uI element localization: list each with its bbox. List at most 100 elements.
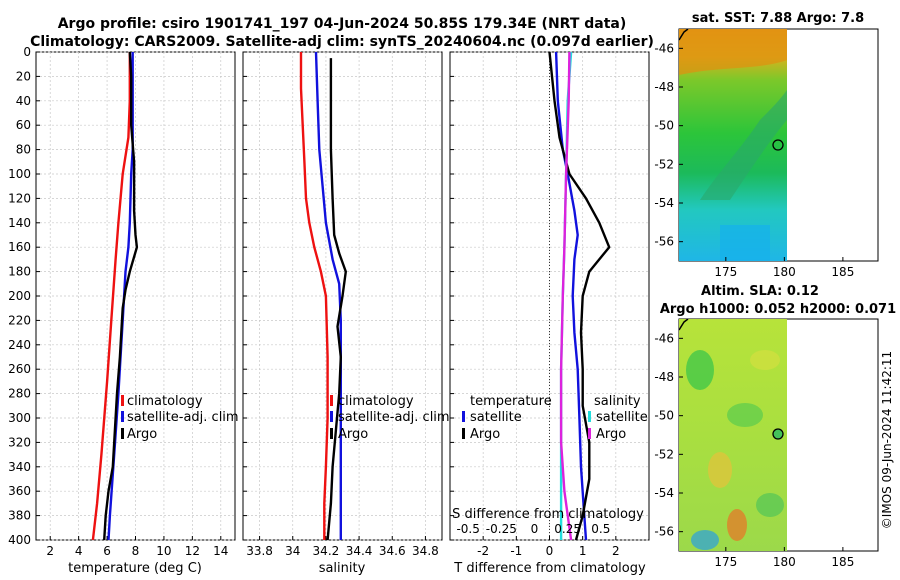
map-xtick-label: 185	[831, 555, 854, 569]
ytick-label: 140	[8, 216, 31, 230]
sla-map-ticks: 175 180 185 -46 -48 -50 -52 -54 -56	[654, 331, 854, 569]
map-xtick-label: 175	[714, 265, 737, 279]
ytick-label: 0	[23, 45, 31, 59]
difference-legend-sal-satellite-swatch	[588, 411, 591, 422]
map-ytick-label: -50	[654, 119, 674, 133]
xtick-label: 34.4	[346, 544, 373, 558]
sst-map-title: sat. SST: 7.88 Argo: 7.8	[692, 11, 864, 26]
xtick-label: -2	[477, 544, 489, 558]
top-tick-label: 0.25	[554, 522, 581, 536]
sst-front-band	[700, 90, 787, 200]
imos-watermark: ©IMOS 09-Jun-2024 11:42:11	[880, 351, 894, 529]
ytick-label: 380	[8, 509, 31, 523]
salinity-panel: 33.8 34 34.2 34.4 34.6 34.8 salinity climatol…	[242, 51, 450, 576]
difference-legend-temp-satellite: satellite	[470, 410, 522, 425]
xtick-label: 2	[46, 544, 54, 558]
xtick-label: 0	[546, 544, 554, 558]
map-ytick-label: -48	[654, 370, 674, 384]
top-tick-label: 0	[531, 522, 539, 536]
map-ytick-label: -56	[654, 235, 674, 249]
sla-blob-3	[708, 452, 732, 488]
ytick-label: 240	[8, 338, 31, 352]
series-line-argo	[326, 58, 347, 541]
salinity-ticks: 33.8 34 34.2 34.4 34.6 34.8	[243, 51, 439, 558]
difference-legend: temperature satellite Argo salinity sate…	[462, 394, 648, 442]
xtick-label: 8	[132, 544, 140, 558]
map-ytick-label: -54	[654, 486, 674, 500]
sst-warm-patch	[679, 29, 787, 75]
difference-legend-sal-argo-swatch	[588, 428, 591, 439]
ytick-label: 280	[8, 387, 31, 401]
figure-title-line2: Climatology: CARS2009. Satellite-adj cli…	[30, 34, 654, 50]
figure-title-line1: Argo profile: csiro 1901741_197 04-Jun-2…	[58, 16, 627, 32]
xtick-label: 34.6	[379, 544, 406, 558]
temperature-xlabel: temperature (deg C)	[68, 561, 202, 576]
sla-blob-6	[750, 350, 780, 370]
temperature-legend-climatology-swatch	[121, 395, 124, 406]
salinity-legend-argo: Argo	[338, 427, 368, 442]
map-xtick-label: 175	[714, 555, 737, 569]
sla-blob-5	[691, 530, 719, 550]
ytick-label: 220	[8, 313, 31, 327]
map-ytick-label: -48	[654, 80, 674, 94]
ytick-label: 60	[16, 118, 31, 132]
salinity-xlabel: salinity	[319, 561, 366, 576]
xtick-label: 34.8	[412, 544, 439, 558]
ytick-label: 300	[8, 411, 31, 425]
series-line-argo	[103, 51, 139, 541]
salinity-legend-satellite: satellite-adj. clim	[338, 410, 450, 425]
sla-argo-marker	[772, 428, 784, 440]
map-xtick-label: 180	[773, 265, 796, 279]
difference-legend-temp-argo-swatch	[462, 428, 465, 439]
salinity-legend-argo-swatch	[330, 428, 333, 439]
sla-blob-1	[686, 350, 714, 390]
salinity-legend: climatology satellite-adj. clim Argo	[330, 394, 450, 442]
sla-map-panel: Altim. SLA: 0.12 Argo h1000: 0.052 h2000…	[654, 284, 896, 569]
ytick-label: 400	[8, 533, 31, 547]
sla-map-title-line1: Altim. SLA: 0.12	[701, 284, 819, 299]
temperature-legend-climatology: climatology	[127, 394, 203, 409]
xtick-label: 10	[156, 544, 171, 558]
ytick-label: 320	[8, 435, 31, 449]
map-ytick-label: -50	[654, 409, 674, 423]
temperature-legend: climatology satellite-adj. clim Argo	[121, 394, 239, 442]
difference-legend-right-title: salinity	[594, 394, 641, 409]
difference-legend-sal-argo: Argo	[596, 427, 626, 442]
temperature-legend-argo: Argo	[127, 427, 157, 442]
xtick-label: 4	[75, 544, 83, 558]
ytick-label: 80	[16, 143, 31, 157]
sla-heatmap	[679, 319, 787, 551]
ytick-label: 360	[8, 484, 31, 498]
ytick-label: 120	[8, 191, 31, 205]
sla-coastline	[678, 318, 689, 331]
temperature-legend-satellite: satellite-adj. clim	[127, 410, 239, 425]
salinity-legend-climatology-swatch	[330, 395, 333, 406]
ytick-label: 200	[8, 289, 31, 303]
sla-map-title-line2: Argo h1000: 0.052 h2000: 0.071	[660, 302, 896, 317]
top-tick-label: -0.25	[486, 522, 517, 536]
difference-legend-temp-satellite-swatch	[462, 411, 465, 422]
map-xtick-label: 180	[773, 555, 796, 569]
xtick-label: 14	[213, 544, 228, 558]
difference-legend-temp-argo: Argo	[470, 427, 500, 442]
xtick-label: 34.2	[313, 544, 340, 558]
difference-panel: -2 -1 0 1 2 T difference from climatology S …	[449, 51, 650, 576]
sst-coastline	[678, 28, 689, 41]
salinity-lines	[299, 51, 347, 541]
sst-map-ticks: 175 180 185 -46 -48 -50 -52 -54 -56	[654, 41, 854, 279]
map-ytick-label: -46	[654, 331, 674, 345]
difference-ticks: -2 -1 0 1 2	[450, 51, 620, 558]
difference-legend-sal-satellite: satellite	[596, 410, 648, 425]
temperature-ticks: 0 20 40 60 80 100 120 140 160 180 200 220 240 260 280 3…	[8, 45, 228, 558]
xtick-label: 12	[185, 544, 200, 558]
ytick-label: 260	[8, 362, 31, 376]
temperature-lines	[91, 51, 139, 541]
sla-blob-4	[727, 509, 747, 541]
map-xtick-label: 185	[831, 265, 854, 279]
sla-blob-2	[727, 403, 763, 427]
sst-map-panel: sat. SST: 7.88 Argo: 7.8 175 180 185 -46 -48…	[654, 11, 879, 279]
xtick-label: 6	[103, 544, 111, 558]
salinity-grid	[243, 51, 442, 541]
top-tick-label: -0.5	[456, 522, 479, 536]
